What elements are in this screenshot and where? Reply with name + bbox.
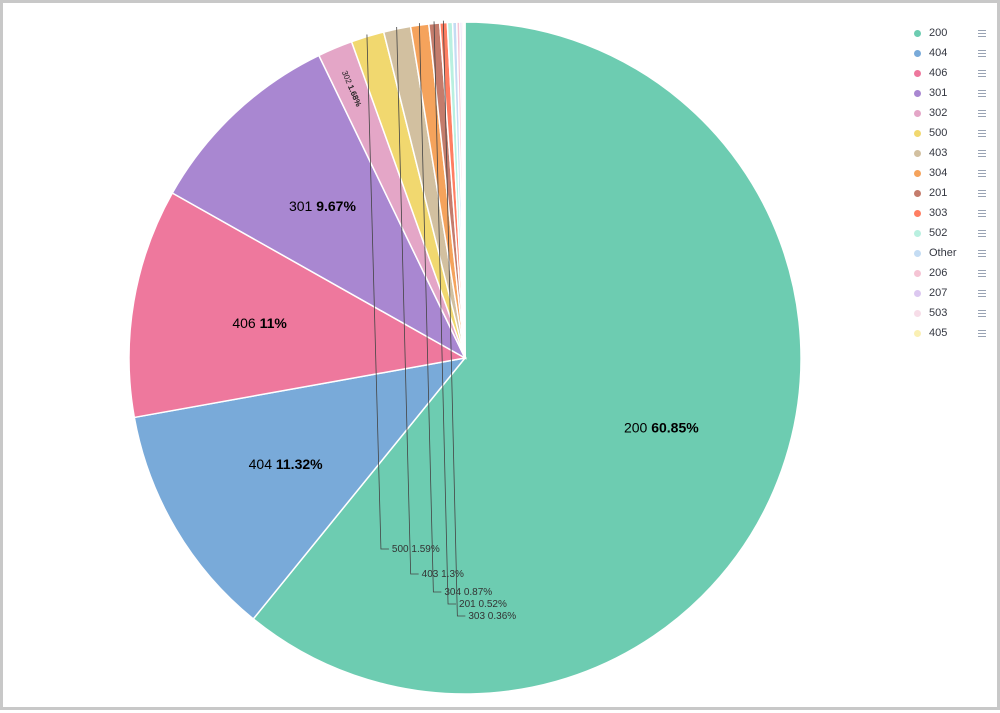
legend-options-icon[interactable] [978, 147, 986, 159]
legend-label: 502 [929, 227, 948, 239]
pie-chart: 200 60.85%404 11.32%406 11%301 9.67%302 … [128, 20, 802, 695]
leader-line-304 [418, 23, 442, 593]
legend-options-icon[interactable] [978, 287, 986, 299]
legend-label: 206 [929, 267, 948, 279]
legend-label: Other [929, 247, 957, 259]
slice-label-404: 404 11.32% [249, 456, 324, 472]
legend-options-icon[interactable] [978, 87, 986, 99]
legend-item-other[interactable]: Other [908, 243, 998, 263]
legend-item-207[interactable]: 207 [908, 283, 998, 303]
legend-swatch [914, 149, 921, 157]
legend-item-201[interactable]: 201 [908, 183, 998, 203]
legend-label: 301 [929, 87, 948, 99]
legend-swatch [914, 29, 921, 37]
legend-label: 207 [929, 287, 948, 299]
legend-label: 404 [929, 47, 948, 59]
legend-item-206[interactable]: 206 [908, 263, 998, 283]
legend-label: 406 [929, 67, 948, 79]
legend-item-405[interactable]: 405 [908, 323, 998, 343]
legend-options-icon[interactable] [978, 267, 986, 279]
legend-label: 303 [929, 207, 948, 219]
legend-options-icon[interactable] [978, 27, 986, 39]
legend-item-500[interactable]: 500 [908, 123, 998, 143]
slice-label-304: 304 0.87% [444, 587, 492, 598]
leader-line-500 [366, 34, 389, 550]
legend-label: 304 [929, 167, 948, 179]
legend-label: 200 [929, 27, 948, 39]
legend-options-icon[interactable] [978, 307, 986, 319]
legend-item-502[interactable]: 502 [908, 223, 998, 243]
legend-swatch [914, 289, 921, 297]
legend-label: 500 [929, 127, 948, 139]
legend-options-icon[interactable] [978, 67, 986, 79]
slice-label-303: 303 0.36% [468, 611, 516, 622]
legend-options-icon[interactable] [978, 247, 986, 259]
legend-item-404[interactable]: 404 [908, 43, 998, 63]
legend-swatch [914, 69, 921, 77]
legend-swatch [914, 329, 921, 337]
legend-item-200[interactable]: 200 [908, 23, 998, 43]
pie-slice-404[interactable] [133, 356, 467, 620]
pie-slice-301[interactable] [171, 54, 467, 360]
leader-line-403 [396, 26, 419, 575]
slice-label-406: 406 11% [232, 315, 287, 331]
pie-slice-200[interactable] [252, 21, 802, 695]
legend-item-301[interactable]: 301 [908, 83, 998, 103]
legend-options-icon[interactable] [978, 167, 986, 179]
legend-swatch [914, 89, 921, 97]
legend-options-icon[interactable] [978, 327, 986, 339]
legend-swatch [914, 49, 921, 57]
legend-label: 201 [929, 187, 948, 199]
legend-label: 503 [929, 307, 948, 319]
legend-item-403[interactable]: 403 [908, 143, 998, 163]
legend-options-icon[interactable] [978, 227, 986, 239]
legend-options-icon[interactable] [978, 207, 986, 219]
legend-swatch [914, 249, 921, 257]
legend-swatch [914, 109, 921, 117]
legend-swatch [914, 169, 921, 177]
legend-item-302[interactable]: 302 [908, 103, 998, 123]
legend-item-406[interactable]: 406 [908, 63, 998, 83]
chart-legend: 200 404 406 301 302 500 403 304 201 303 502 Other 20… [908, 23, 998, 343]
slice-label-201: 201 0.52% [459, 599, 507, 610]
legend-options-icon[interactable] [978, 107, 986, 119]
slice-label-200: 200 60.85% [624, 420, 699, 436]
legend-swatch [914, 229, 921, 237]
legend-swatch [914, 269, 921, 277]
legend-swatch [914, 129, 921, 137]
leader-line-201 [433, 21, 457, 605]
legend-options-icon[interactable] [978, 187, 986, 199]
legend-label: 302 [929, 107, 948, 119]
legend-swatch [914, 209, 921, 217]
legend-swatch [914, 189, 921, 197]
legend-item-503[interactable]: 503 [908, 303, 998, 323]
legend-options-icon[interactable] [978, 127, 986, 139]
pie-slice-406[interactable] [128, 191, 468, 419]
legend-label: 403 [929, 147, 948, 159]
legend-swatch [914, 309, 921, 317]
legend-item-303[interactable]: 303 [908, 203, 998, 223]
leader-line-303 [442, 20, 466, 617]
legend-options-icon[interactable] [978, 47, 986, 59]
legend-item-304[interactable]: 304 [908, 163, 998, 183]
legend-label: 405 [929, 327, 948, 339]
slice-label-301: 301 9.67% [289, 198, 356, 214]
slice-label-500: 500 1.59% [392, 544, 440, 555]
pie-slice-405[interactable] [462, 21, 466, 359]
slice-label-403: 403 1.3% [422, 569, 464, 580]
